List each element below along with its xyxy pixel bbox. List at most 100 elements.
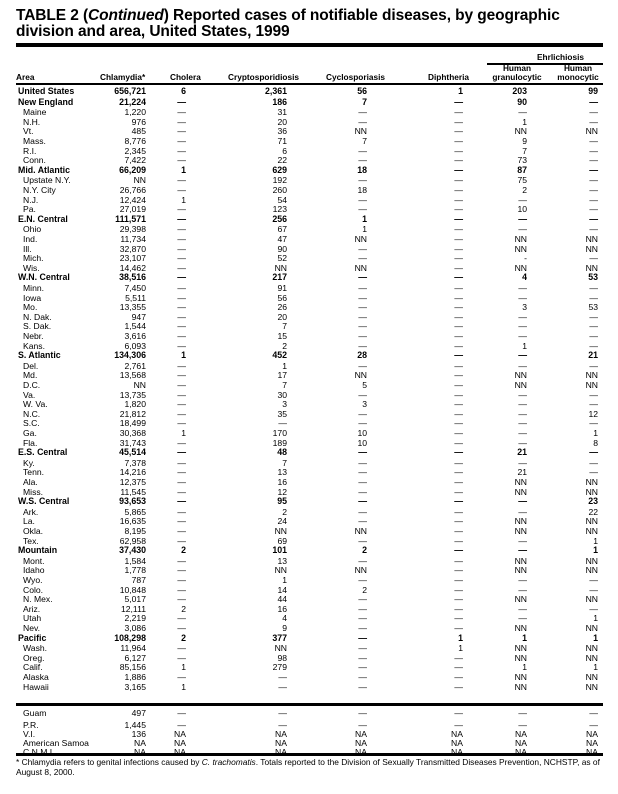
table-row: Nebr. 3,616 — 15 — — — — <box>0 331 618 341</box>
cryptosporidiosis-cell: 260 <box>272 185 287 195</box>
cholera-cell: — <box>177 146 186 156</box>
area-cell: Calif. <box>23 662 43 672</box>
area-cell: Hawaii <box>23 682 49 692</box>
chlamydia-cell: 37,430 <box>119 545 146 555</box>
cholera-cell: — <box>177 302 186 312</box>
area-cell: Utah <box>23 613 42 623</box>
human-monocytic-cell: NN <box>585 380 598 390</box>
cyclosporiasis-cell: — <box>358 204 367 214</box>
human-monocytic-cell: — <box>589 175 598 185</box>
diphtheria-cell: — <box>454 244 463 254</box>
cholera-cell: 2 <box>181 545 186 555</box>
diphtheria-cell: — <box>454 399 463 409</box>
area-cell: Mountain <box>18 545 58 555</box>
diphtheria-cell: — <box>454 467 463 477</box>
human-monocytic-cell: — <box>589 253 598 263</box>
chlamydia-cell: 2,761 <box>124 361 146 371</box>
human-granulocytic-cell: 203 <box>512 86 527 96</box>
chlamydia-cell: 23,107 <box>119 253 146 263</box>
human-monocytic-cell: — <box>589 467 598 477</box>
area-cell: N.C. <box>23 409 41 419</box>
table-row-region: E.N. Central 111,571 — 256 1 — — — <box>0 214 618 224</box>
cholera-cell: — <box>177 536 186 546</box>
diphtheria-cell: — <box>454 477 463 487</box>
footnote-text: . Totals reported to the Division of Sex… <box>16 757 600 777</box>
diphtheria-cell: — <box>454 272 463 282</box>
cryptosporidiosis-cell: — <box>278 720 287 730</box>
cholera-cell: — <box>177 418 186 428</box>
cholera-cell: NA <box>174 738 186 748</box>
area-cell: S. Atlantic <box>18 350 61 360</box>
human-granulocytic-cell: 3 <box>522 302 527 312</box>
chlamydia-cell: 8,776 <box>124 136 146 146</box>
cryptosporidiosis-cell: 377 <box>272 633 287 643</box>
chlamydia-cell: 1,544 <box>124 321 146 331</box>
cryptosporidiosis-cell: 69 <box>277 536 287 546</box>
table-row: C.N.M.I. NA NA NA NA NA NA NA <box>0 747 618 757</box>
cholera-cell: — <box>177 653 186 663</box>
territories-rule <box>16 703 603 706</box>
human-monocytic-cell: NA <box>586 738 598 748</box>
cryptosporidiosis-cell: 7 <box>282 380 287 390</box>
human-granulocytic-cell: — <box>518 458 527 468</box>
area-cell: N. Dak. <box>23 312 52 322</box>
diphtheria-cell: — <box>454 623 463 633</box>
cyclosporiasis-cell: — <box>358 409 367 419</box>
diphtheria-cell: 1 <box>458 643 463 653</box>
cyclosporiasis-cell: 28 <box>357 350 367 360</box>
header-group-ehrlichiosis: Ehrlichiosis <box>537 52 585 62</box>
cholera-cell: 2 <box>181 604 186 614</box>
cyclosporiasis-cell: — <box>358 302 367 312</box>
table-row-region: Mid. Atlantic 66,209 1 629 18 — 87 — <box>0 165 618 175</box>
human-monocytic-cell: — <box>589 331 598 341</box>
area-cell: Ark. <box>23 507 39 517</box>
human-monocytic-cell: — <box>589 390 598 400</box>
diphtheria-cell: — <box>454 545 463 555</box>
chlamydia-cell: 13,735 <box>119 390 146 400</box>
table-row-region: W.N. Central 38,516 — 217 — — 4 53 <box>0 272 618 282</box>
area-cell: Wash. <box>23 643 48 653</box>
area-cell: Ky. <box>23 458 35 468</box>
cyclosporiasis-cell: 3 <box>362 399 367 409</box>
cholera-cell: — <box>177 361 186 371</box>
diphtheria-cell: — <box>454 175 463 185</box>
table-row: Va. 13,735 — 30 — — — — <box>0 390 618 400</box>
cyclosporiasis-cell: — <box>358 175 367 185</box>
cholera-cell: — <box>177 720 186 730</box>
cryptosporidiosis-cell: 24 <box>277 516 287 526</box>
human-monocytic-cell: 21 <box>588 350 598 360</box>
diphtheria-cell: 1 <box>458 633 463 643</box>
cryptosporidiosis-cell: 101 <box>272 545 287 555</box>
area-cell: V.I. <box>23 729 36 739</box>
human-monocytic-cell: 22 <box>588 507 598 517</box>
cholera-cell: — <box>177 321 186 331</box>
cyclosporiasis-cell: — <box>358 312 367 322</box>
chlamydia-cell: 66,209 <box>119 165 146 175</box>
cryptosporidiosis-cell: 7 <box>282 458 287 468</box>
cryptosporidiosis-cell: 123 <box>272 204 287 214</box>
cholera-cell: — <box>177 458 186 468</box>
chlamydia-cell: 11,545 <box>120 487 146 497</box>
diphtheria-cell: — <box>454 438 463 448</box>
cholera-cell: — <box>177 438 186 448</box>
human-granulocytic-cell: NN <box>514 556 527 566</box>
table-row: Wyo. 787 — 1 — — — — <box>0 575 618 585</box>
area-cell: Tenn. <box>23 467 45 477</box>
table-row: Ind. 11,734 — 47 NN — NN NN <box>0 234 618 244</box>
diphtheria-cell: — <box>454 234 463 244</box>
table-row: Ark. 5,865 — 2 — — — 22 <box>0 507 618 517</box>
cyclosporiasis-cell: — <box>358 536 367 546</box>
cyclosporiasis-cell: — <box>358 720 367 730</box>
cryptosporidiosis-cell: 7 <box>282 321 287 331</box>
area-cell: United States <box>18 86 75 96</box>
chlamydia-cell: 12,111 <box>120 604 146 614</box>
chlamydia-cell: 111,571 <box>115 214 146 224</box>
chlamydia-cell: 21,812 <box>119 409 146 419</box>
cholera-cell: — <box>177 272 186 282</box>
human-granulocytic-cell: NN <box>514 380 527 390</box>
cholera-cell: — <box>177 477 186 487</box>
diphtheria-cell: — <box>454 662 463 672</box>
human-monocytic-cell: — <box>589 195 598 205</box>
diphtheria-cell: — <box>454 653 463 663</box>
chlamydia-cell: 3,616 <box>124 331 146 341</box>
